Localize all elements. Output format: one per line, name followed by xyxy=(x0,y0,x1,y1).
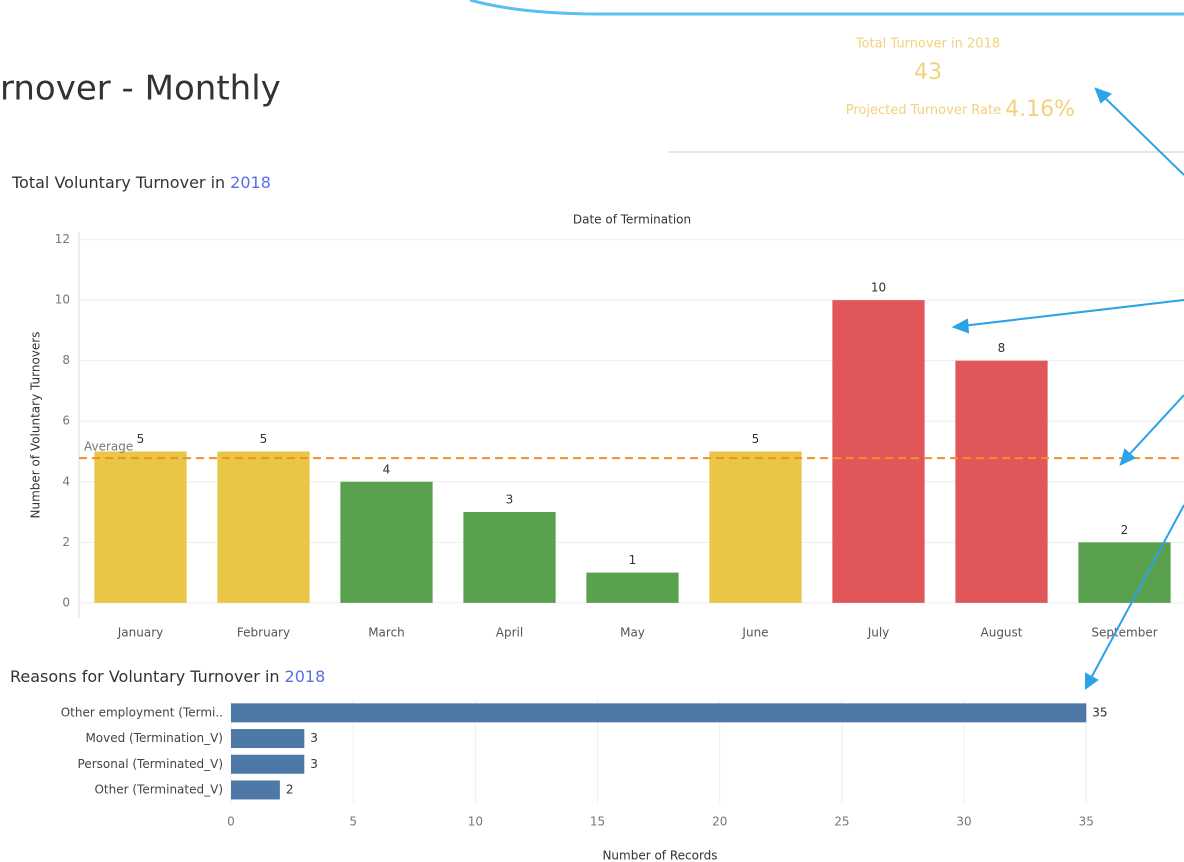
arrow xyxy=(961,299,1184,327)
value-label: 3 xyxy=(310,757,318,771)
x-tick-label: 25 xyxy=(834,815,849,829)
dashboard-title: rnover - Monthly xyxy=(0,69,281,109)
decoration xyxy=(469,0,1184,16)
bar xyxy=(231,780,280,800)
value-label: 1 xyxy=(629,553,637,567)
x-tick-label: June xyxy=(741,626,768,640)
x-tick-label: 20 xyxy=(712,815,727,829)
y-tick-label: 2 xyxy=(62,535,70,549)
bar xyxy=(231,729,305,749)
bar xyxy=(709,451,802,603)
bar xyxy=(463,512,556,603)
x-tick-label: March xyxy=(368,626,405,640)
y-tick-label: 4 xyxy=(62,474,70,488)
average-label: Average xyxy=(84,440,133,454)
x-axis-label: Number of Records xyxy=(602,849,717,862)
arrowhead xyxy=(1119,448,1136,466)
x-tick-label: May xyxy=(620,626,645,640)
chart-title-year: 2018 xyxy=(230,173,271,192)
chart-title: Reasons for Voluntary Turnover in 2018 xyxy=(10,667,325,686)
value-label: 10 xyxy=(871,281,886,295)
arrowhead xyxy=(1085,672,1099,690)
x-tick-label: 10 xyxy=(468,815,483,829)
y-tick-label: 10 xyxy=(55,293,70,307)
plots: 0 2 4 6 8 10 12 5 January 5 February 4 March 3 April 1 M… xyxy=(55,232,1184,829)
y-tick-label: Other employment (Termi.. xyxy=(61,705,223,719)
bar xyxy=(231,754,305,774)
chart-title-text: Total Voluntary Turnover in xyxy=(11,173,225,192)
kpi-rate-label: Projected Turnover Rate xyxy=(846,103,1001,118)
value-label: 4 xyxy=(383,462,391,476)
y-tick-label: 8 xyxy=(62,353,70,367)
bar xyxy=(832,300,925,603)
arrowhead xyxy=(951,318,970,334)
y-tick-label: 0 xyxy=(62,595,70,609)
arrow xyxy=(1126,394,1184,458)
x-tick-label: 15 xyxy=(590,815,605,829)
arrow xyxy=(1089,504,1184,681)
bar xyxy=(340,481,433,603)
x-tick-label: 30 xyxy=(956,815,971,829)
bar xyxy=(955,360,1048,603)
x-tick-label: 5 xyxy=(349,815,357,829)
value-label: 5 xyxy=(137,432,145,446)
kpi-rate: Projected Turnover Rate 4.16% xyxy=(846,97,1075,122)
value-label: 8 xyxy=(998,341,1006,355)
annotation-arrows xyxy=(951,87,1184,690)
chart-title-year: 2018 xyxy=(285,667,326,686)
bar xyxy=(586,572,679,603)
bar xyxy=(217,451,310,603)
kpi-rate-value: 4.16% xyxy=(1005,97,1075,122)
y-tick-label: 6 xyxy=(62,414,70,428)
x-tick-label: July xyxy=(867,626,890,640)
value-label: 35 xyxy=(1092,705,1107,719)
x-tick-label: January xyxy=(117,626,164,640)
y-tick-label: Other (Terminated_V) xyxy=(94,782,223,796)
x-axis-label: Date of Termination xyxy=(573,213,691,227)
value-label: 5 xyxy=(260,432,268,446)
value-label: 5 xyxy=(752,432,760,446)
chart-title: Total Voluntary Turnover in 2018 xyxy=(11,173,271,192)
value-label: 2 xyxy=(286,782,294,796)
arrowhead xyxy=(1094,87,1112,104)
chart-title-text: Reasons for Voluntary Turnover in xyxy=(10,667,280,686)
kpi-label: Total Turnover in 2018 xyxy=(855,37,1000,52)
y-axis-label: Number of Voluntary Turnovers xyxy=(29,332,43,519)
bar xyxy=(1078,542,1171,603)
x-tick-label: 35 xyxy=(1079,815,1094,829)
bar xyxy=(94,451,187,603)
bar xyxy=(231,703,1087,723)
x-tick-label: April xyxy=(496,626,523,640)
x-tick-label: September xyxy=(1091,626,1157,640)
value-label: 3 xyxy=(506,493,514,507)
y-tick-label: Moved (Termination_V) xyxy=(85,731,223,745)
y-tick-label: 12 xyxy=(55,232,70,246)
arrow xyxy=(1101,94,1184,176)
value-label: 3 xyxy=(310,731,318,745)
x-tick-label: 0 xyxy=(227,815,235,829)
x-tick-label: August xyxy=(981,626,1023,640)
x-tick-label: February xyxy=(237,626,290,640)
kpi-value: 43 xyxy=(914,60,942,85)
value-label: 2 xyxy=(1121,523,1129,537)
y-tick-label: Personal (Terminated_V) xyxy=(78,757,223,771)
